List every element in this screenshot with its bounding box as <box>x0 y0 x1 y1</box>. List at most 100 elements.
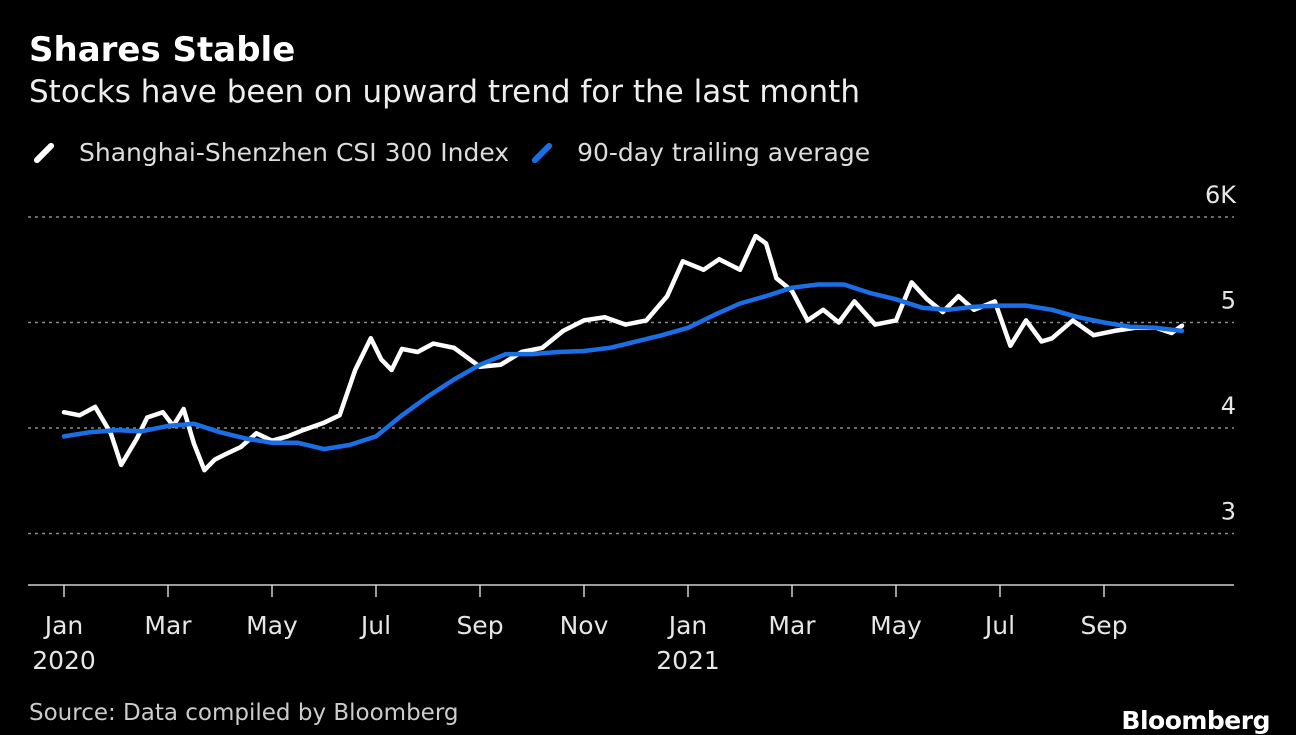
x-tick-label: Sep <box>1080 611 1127 640</box>
data-point-90day-average <box>62 434 66 439</box>
data-point-csi300 <box>753 234 758 238</box>
data-point-csi300 <box>821 307 826 312</box>
data-point-90day-average <box>478 362 482 367</box>
data-point-csi300 <box>322 420 326 425</box>
data-point-90day-average <box>972 304 976 309</box>
data-point-csi300 <box>909 280 914 285</box>
data-point-csi300 <box>805 318 810 323</box>
data-point-csi300 <box>223 452 228 457</box>
data-point-90day-average <box>530 352 534 357</box>
data-point-90day-average <box>712 313 716 318</box>
data-point-csi300 <box>368 336 373 341</box>
data-point-csi300 <box>623 322 628 327</box>
data-point-csi300 <box>77 413 82 418</box>
data-point-90day-average <box>504 352 508 357</box>
data-point-90day-average <box>1128 324 1132 329</box>
data-point-90day-average <box>348 442 352 447</box>
data-point-csi300 <box>738 267 742 272</box>
y-axis-ticks: 6K 5 4 3 <box>1205 181 1237 526</box>
data-point-csi300 <box>431 341 436 346</box>
bloomberg-logo: Bloomberg <box>1121 706 1270 735</box>
data-point-90day-average <box>296 440 300 445</box>
data-point-csi300 <box>852 299 857 304</box>
data-point-csi300 <box>452 345 456 350</box>
data-point-csi300 <box>1050 336 1054 341</box>
y-tick-label: 4 <box>1221 392 1236 420</box>
data-point-csi300 <box>582 318 586 323</box>
data-point-csi300 <box>181 407 186 411</box>
data-point-csi300 <box>836 320 841 325</box>
data-point-csi300 <box>873 322 878 327</box>
data-point-csi300 <box>665 294 670 299</box>
data-point-csi300 <box>389 368 394 372</box>
data-point-90day-average <box>166 423 170 428</box>
data-point-90day-average <box>1154 325 1158 330</box>
data-point-90day-average <box>608 345 612 350</box>
data-point-csi300 <box>701 267 706 272</box>
data-point-90day-average <box>218 430 222 435</box>
data-point-90day-average <box>426 394 430 399</box>
data-point-90day-average <box>452 377 456 382</box>
data-point-csi300 <box>192 441 196 446</box>
x-tick-label: Jan <box>667 611 708 640</box>
data-point-csi300 <box>1112 328 1117 333</box>
data-point-csi300 <box>1039 339 1044 344</box>
x-tick-label: Sep <box>456 611 503 640</box>
data-point-csi300 <box>894 318 898 323</box>
y-tick-label: 3 <box>1221 498 1236 526</box>
chart-title: Shares Stable <box>29 30 296 70</box>
data-point-csi300 <box>602 315 607 320</box>
x-tick-label: Jan <box>43 611 84 640</box>
data-point-90day-average <box>582 349 586 353</box>
data-point-90day-average <box>816 282 820 287</box>
data-point-90day-average <box>88 430 92 435</box>
data-point-csi300 <box>285 434 290 439</box>
data-point-csi300 <box>561 328 566 333</box>
x-tick-label: Mar <box>768 611 816 640</box>
data-point-90day-average <box>322 447 326 452</box>
data-point-90day-average <box>894 297 898 302</box>
data-point-csi300 <box>1180 323 1184 328</box>
x-axis-ticks: Jan 2020 Mar May Jul Sep Nov Jan 2021 Mar May Jul Se… <box>32 585 1128 675</box>
chart-subtitle: Stocks have been on upward trend for the… <box>29 74 860 110</box>
data-point-90day-average <box>114 428 118 433</box>
data-point-csi300 <box>415 350 420 354</box>
x-tick-label: May <box>870 611 922 640</box>
data-point-csi300 <box>764 241 768 246</box>
data-point-csi300 <box>145 415 150 420</box>
data-point-csi300 <box>1091 333 1096 338</box>
data-point-90day-average <box>244 436 248 441</box>
data-point-90day-average <box>1180 328 1184 333</box>
grid-lines <box>28 216 1234 535</box>
data-point-csi300 <box>644 318 649 323</box>
data-point-csi300 <box>774 276 779 281</box>
x-tick-label: May <box>246 611 298 640</box>
data-point-csi300 <box>134 436 139 441</box>
data-point-90day-average <box>1050 307 1054 312</box>
data-point-90day-average <box>660 333 664 338</box>
data-point-90day-average <box>738 301 742 306</box>
data-point-csi300 <box>202 468 207 473</box>
data-point-csi300 <box>992 299 997 304</box>
data-point-csi300 <box>680 259 685 264</box>
y-tick-label: 5 <box>1221 287 1236 315</box>
data-point-csi300 <box>337 413 342 418</box>
x-tick-label: Jul <box>359 611 391 640</box>
data-point-csi300 <box>254 431 259 436</box>
data-point-csi300 <box>498 362 503 367</box>
legend-item-average: 90-day trailing average <box>527 138 870 167</box>
data-point-90day-average <box>920 305 924 310</box>
legend-label-index: Shanghai-Shenzhen CSI 300 Index <box>79 138 510 167</box>
data-point-90day-average <box>946 307 950 312</box>
data-point-90day-average <box>686 325 690 330</box>
x-tick-label: Mar <box>144 611 192 640</box>
data-point-csi300 <box>119 462 124 467</box>
data-point-90day-average <box>868 291 872 295</box>
data-point-csi300 <box>379 357 384 362</box>
data-point-csi300 <box>717 257 722 262</box>
data-point-90day-average <box>998 303 1002 308</box>
data-point-csi300 <box>1024 318 1028 323</box>
data-point-csi300 <box>212 457 217 462</box>
series-line-90day-average <box>61 282 1185 452</box>
